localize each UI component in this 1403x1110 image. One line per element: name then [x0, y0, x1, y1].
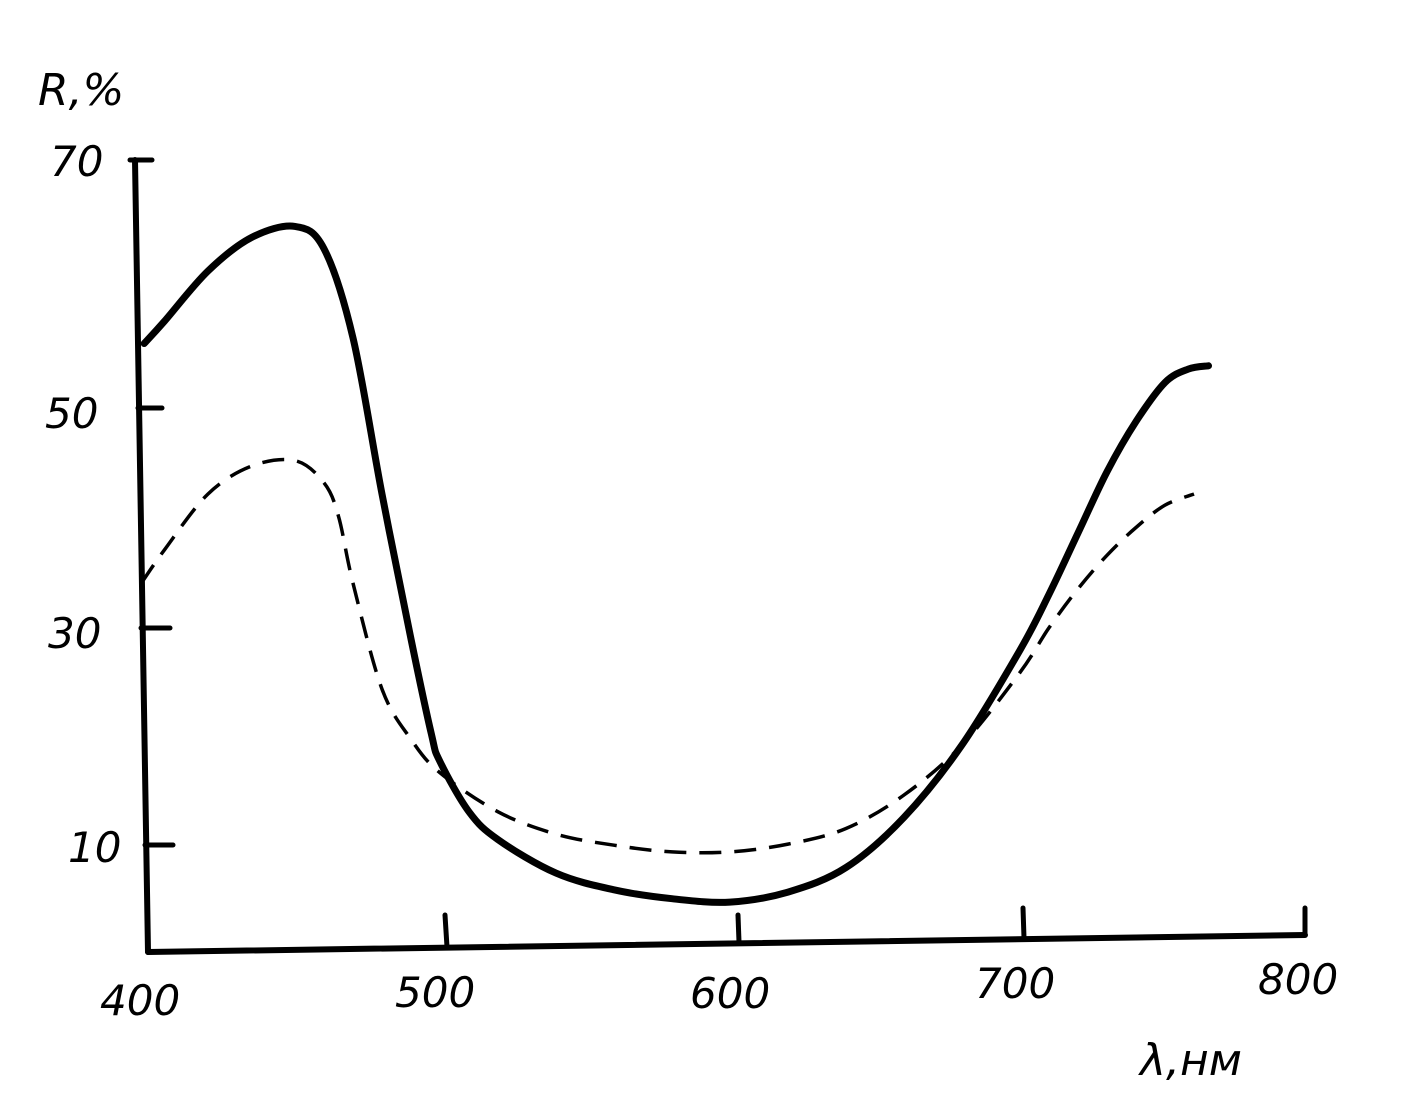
x-axis-title: λ,нм [1138, 1035, 1242, 1086]
x-tick-label-800: 800 [1258, 955, 1338, 1004]
y-tick-label-50: 50 [45, 389, 98, 438]
y-axis [132, 157, 151, 955]
x-tick-label-400: 400 [100, 976, 180, 1025]
x-tick-label-600: 600 [690, 969, 770, 1018]
y-tick-label-30: 30 [48, 609, 101, 658]
x-tick-label-500: 500 [395, 968, 475, 1017]
series-dashed-curve [139, 457, 1195, 855]
x-tick-500 [442, 912, 450, 950]
series-solid-curve [140, 222, 1212, 906]
y-tick-label-10: 10 [68, 823, 121, 872]
x-tick-label-700: 700 [975, 959, 1055, 1008]
x-tick-600 [735, 912, 742, 945]
x-tick-700 [1020, 905, 1027, 941]
y-axis-title: R,% [38, 65, 124, 116]
x-axis [145, 932, 1308, 955]
y-tick-label-70: 70 [50, 137, 103, 186]
